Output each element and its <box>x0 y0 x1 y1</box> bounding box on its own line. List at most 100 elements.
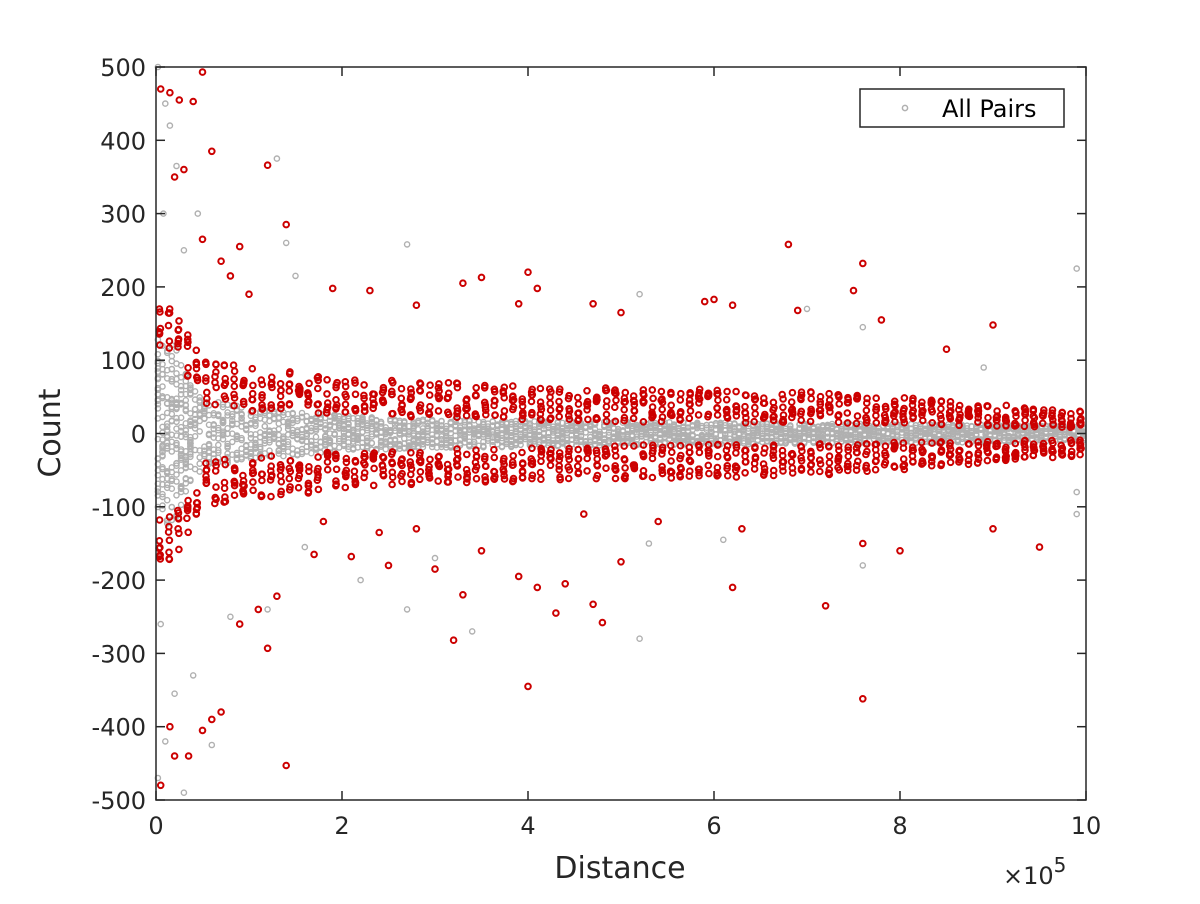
selected-pairs-point <box>667 401 676 410</box>
all-pairs-point <box>163 426 171 434</box>
selected-pairs-point <box>648 403 657 411</box>
selected-pairs-point <box>723 471 732 480</box>
selected-pairs-point <box>444 465 453 473</box>
selected-pairs-point <box>342 458 351 467</box>
selected-pairs-point <box>202 459 210 468</box>
all-pairs-point <box>228 410 236 418</box>
selected-pairs-point <box>556 475 565 484</box>
selected-pairs-point <box>974 438 983 446</box>
selected-pairs-point <box>928 397 936 406</box>
selected-pairs-point <box>202 374 210 382</box>
selected-pairs-point <box>192 373 201 382</box>
x-axis-label: Distance <box>554 851 685 886</box>
selected-pairs-point <box>453 460 461 469</box>
all-pairs-point <box>345 423 352 431</box>
all-pairs-point <box>480 443 487 451</box>
selected-pairs-point <box>434 453 443 461</box>
points-layer <box>154 63 1087 797</box>
selected-pairs-point <box>434 460 443 468</box>
all-pairs-outlier <box>189 672 197 679</box>
selected-pairs-point <box>509 403 518 411</box>
selected-pairs-point <box>797 454 805 462</box>
selected-pairs-point <box>704 461 713 470</box>
selected-pairs-point <box>537 457 545 466</box>
selected-pairs-point <box>759 414 768 422</box>
selected-pairs-point <box>518 474 527 482</box>
selected-pairs-outlier <box>738 525 746 533</box>
x-exponent-base: ×10 <box>1003 862 1054 890</box>
all-pairs-point <box>205 442 213 449</box>
selected-pairs-outlier <box>533 284 542 293</box>
all-pairs-point <box>191 421 199 429</box>
selected-pairs-point <box>248 469 257 478</box>
selected-pairs-point <box>946 398 955 406</box>
selected-pairs-point <box>937 397 946 405</box>
selected-pairs-outlier <box>710 295 718 304</box>
selected-pairs-point <box>723 464 731 473</box>
selected-pairs-outlier <box>384 561 393 570</box>
selected-pairs-point <box>853 412 862 420</box>
selected-pairs-point <box>165 548 173 557</box>
selected-pairs-point <box>871 465 880 474</box>
selected-pairs-point <box>490 445 498 454</box>
selected-pairs-point <box>155 329 164 337</box>
selected-pairs-point <box>602 417 611 426</box>
selected-pairs-point <box>471 391 480 399</box>
all-pairs-point <box>280 435 287 442</box>
all-pairs-point <box>577 432 585 440</box>
all-pairs-point <box>238 455 245 463</box>
selected-pairs-point <box>852 466 861 474</box>
selected-pairs-point <box>686 407 695 415</box>
selected-pairs-point <box>174 506 182 515</box>
all-pairs-outlier <box>292 272 299 280</box>
series-selected-pairs <box>155 68 1085 790</box>
selected-pairs-point <box>1030 414 1039 422</box>
selected-pairs-point <box>1048 436 1056 445</box>
selected-pairs-point <box>1021 452 1029 461</box>
all-pairs-point <box>298 409 306 417</box>
selected-pairs-point <box>769 471 778 480</box>
selected-pairs-point <box>472 446 480 455</box>
selected-pairs-point <box>360 403 369 411</box>
selected-pairs-point <box>788 388 797 397</box>
selected-pairs-point <box>156 324 165 333</box>
all-pairs-point <box>214 411 222 418</box>
selected-pairs-point <box>165 337 174 346</box>
selected-pairs-point <box>323 390 331 398</box>
selected-pairs-point <box>472 452 481 460</box>
selected-pairs-point <box>480 384 489 392</box>
selected-pairs-point <box>787 398 796 406</box>
all-pairs-point <box>173 471 180 478</box>
selected-pairs-point <box>685 396 694 404</box>
selected-pairs-point <box>713 411 722 419</box>
selected-pairs-point <box>462 465 471 474</box>
selected-pairs-point <box>825 452 834 461</box>
selected-pairs-point <box>872 456 880 465</box>
selected-pairs-point <box>277 487 286 496</box>
all-pairs-point <box>321 426 329 434</box>
selected-pairs-point <box>787 458 796 466</box>
all-pairs-point <box>238 434 245 442</box>
selected-pairs-point <box>164 321 173 330</box>
selected-pairs-point <box>704 441 713 449</box>
selected-pairs-point <box>937 420 946 428</box>
selected-pairs-point <box>834 463 842 472</box>
selected-pairs-point <box>332 465 341 474</box>
selected-pairs-point <box>732 406 741 414</box>
selected-pairs-outlier <box>412 525 421 533</box>
all-pairs-point <box>400 417 408 425</box>
selected-pairs-outlier <box>319 517 328 526</box>
selected-pairs-point <box>369 452 378 461</box>
selected-pairs-point <box>983 456 992 465</box>
selected-pairs-point <box>612 452 620 460</box>
selected-pairs-point <box>946 442 954 450</box>
selected-pairs-point <box>397 394 406 403</box>
selected-pairs-point <box>723 405 731 414</box>
selected-pairs-point <box>249 459 257 467</box>
all-pairs-outlier <box>859 562 867 569</box>
all-pairs-point <box>828 422 836 430</box>
all-pairs-outlier <box>357 576 364 584</box>
selected-pairs-point <box>388 410 396 418</box>
selected-pairs-point <box>629 414 638 423</box>
